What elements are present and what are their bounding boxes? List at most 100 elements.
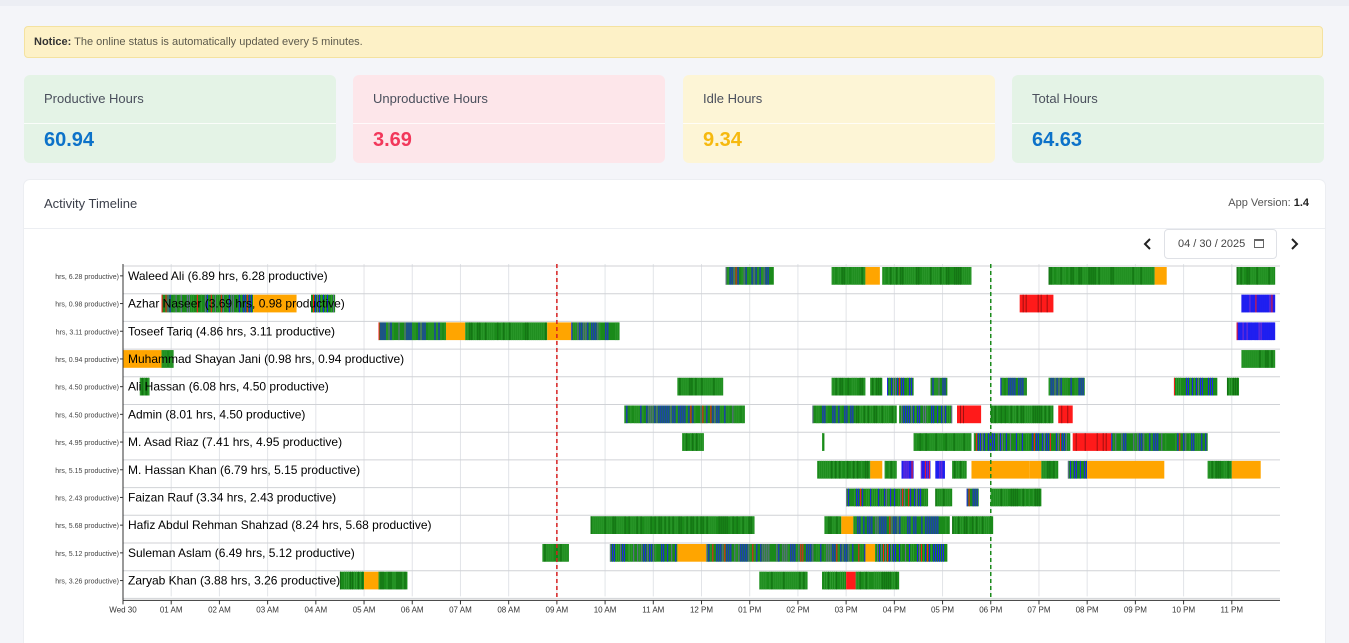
activity-tick [877,516,879,534]
activity-tick [872,377,874,396]
row-name-label: Muhammad Shayan Jani (0.98 hrs, 0.94 pro… [128,352,404,366]
activity-tick [384,322,386,341]
calendar-icon[interactable] [1254,239,1264,248]
activity-tick [583,322,585,341]
activity-tick [643,544,645,562]
activity-tick [966,267,968,285]
activity-tick [826,571,828,590]
activity-tick [1112,267,1114,285]
activity-tick [1070,267,1072,285]
activity-tick [179,294,181,313]
activity-tick [826,544,828,562]
activity-tick [666,405,668,424]
activity-tick [763,571,765,590]
activity-tick [945,488,947,507]
activity-tick [890,488,892,507]
activity-tick [937,516,939,534]
activity-tick [805,571,807,590]
activity-tick [636,516,638,534]
activity-tick [935,516,937,534]
activity-tick [396,571,398,590]
activity-tick [313,294,315,313]
activity-tick [1092,267,1094,285]
activity-tick [857,267,859,285]
activity-tick [840,571,842,590]
activity-tick [1201,433,1203,451]
activity-tick [1021,433,1023,451]
activity-tick [1030,405,1032,424]
activity-tick [662,405,664,424]
activity-tick [165,350,167,368]
activity-tick [473,322,475,341]
activity-tick [981,433,983,451]
activity-tick [962,460,964,479]
activity-tick [535,322,537,341]
activity-tick [683,377,685,396]
date-picker-input[interactable]: 04 / 30 / 2025 [1164,229,1277,259]
activity-tick [654,405,656,424]
activity-tick [1254,322,1256,341]
activity-tick [946,267,948,285]
activity-tick [730,544,732,562]
activity-tick [709,377,711,396]
row-axis-label: hrs, 5.68 productive) [55,523,119,530]
activity-tick [1191,377,1193,396]
activity-tick [919,433,921,451]
activity-tick [1055,460,1057,479]
activity-segment [253,294,297,313]
activity-tick [889,544,891,562]
activity-tick [837,267,839,285]
activity-tick [993,433,995,451]
activity-tick [891,405,893,424]
activity-tick [511,322,513,341]
activity-tick [689,377,691,396]
activity-tick [1027,433,1029,451]
activity-tick [1082,267,1084,285]
activity-tick [939,433,941,451]
previous-day-button[interactable] [1139,235,1157,253]
activity-tick [1009,433,1011,451]
activity-tick [919,544,921,562]
activity-tick [980,516,982,534]
activity-tick [1256,267,1258,285]
top-strip [0,0,1349,6]
next-day-button[interactable] [1285,235,1303,253]
activity-tick [889,516,891,534]
activity-tick [1143,433,1145,451]
activity-tick [636,405,638,424]
activity-tick [834,571,836,590]
timeline-chart: Waleed Ali (6.89 hrs, 6.28 productive) hr… [55,264,1280,614]
activity-tick [744,544,746,562]
activity-tick [1261,294,1263,313]
activity-tick [483,322,485,341]
activity-tick [519,322,521,341]
activity-tick [1251,294,1253,313]
row-name-label: M. Asad Riaz (7.41 hrs, 4.95 productive) [128,435,342,449]
activity-tick [701,377,703,396]
activity-tick [883,405,885,424]
activity-tick [881,516,883,534]
activity-tick [1015,433,1017,451]
activity-tick [742,516,744,534]
activity-tick [147,377,149,396]
activity-tick [724,544,726,562]
activity-tick [1259,350,1261,368]
panel-header: Activity Timeline App Version: 1.4 [24,180,1325,229]
activity-tick [908,488,910,507]
activity-tick [893,377,895,396]
x-tick-label: 05 AM [353,605,376,614]
activity-tick [914,488,916,507]
activity-tick [1001,433,1003,451]
activity-tick [996,405,998,424]
activity-tick [831,460,833,479]
activity-tick [918,267,920,285]
activity-tick [901,516,903,534]
activity-tick [678,405,680,424]
activity-tick [875,544,877,562]
activity-tick [398,571,400,590]
activity-tick [890,267,892,285]
activity-tick [685,377,687,396]
activity-tick [864,544,866,562]
activity-tick [680,516,682,534]
activity-tick [1113,433,1115,451]
